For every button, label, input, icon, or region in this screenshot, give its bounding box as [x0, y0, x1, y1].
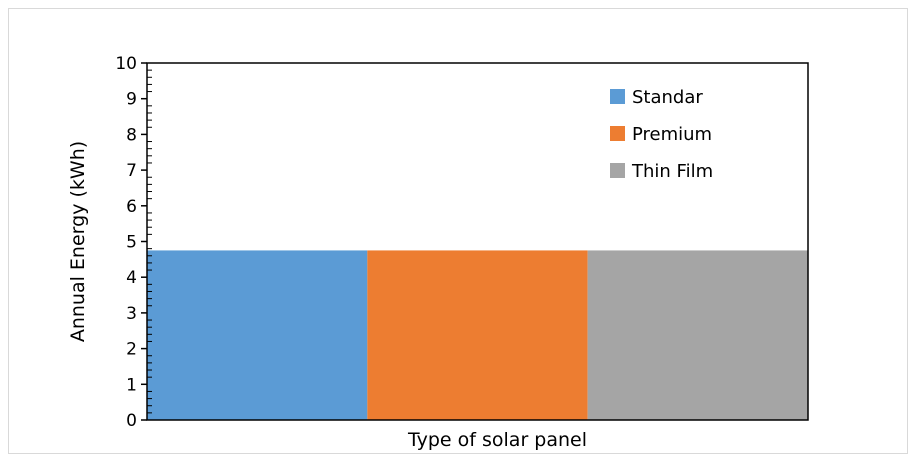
bar-thin-film	[587, 250, 808, 420]
y-tick-label: 1	[126, 375, 137, 395]
legend-swatch-premium	[610, 126, 625, 141]
legend: Standar Premium Thin Film	[610, 87, 713, 182]
y-axis-ticks	[141, 62, 147, 421]
y-axis-tick-labels: 0 1 2 3 4 5 6 7 8 9 10	[115, 54, 137, 431]
y-tick-label: 3	[126, 304, 137, 324]
y-tick-label: 5	[126, 233, 137, 253]
bar-standar	[147, 250, 368, 420]
y-tick-label: 6	[126, 197, 137, 217]
y-tick-label: 0	[126, 411, 137, 431]
legend-swatch-thin-film	[610, 163, 625, 178]
bars-group	[147, 250, 808, 420]
legend-label: Thin Film	[631, 161, 713, 182]
y-tick-label: 8	[126, 125, 137, 145]
y-tick-label: 9	[126, 90, 137, 110]
y-tick-label: 4	[126, 268, 137, 288]
legend-label: Standar	[632, 87, 703, 108]
bar-premium	[367, 250, 588, 420]
legend-label: Premium	[632, 124, 712, 145]
legend-swatch-standar	[610, 89, 625, 104]
y-axis-label: Annual Energy (kWh)	[67, 141, 89, 342]
y-tick-label: 2	[126, 340, 137, 360]
y-axis-minor-ticks	[147, 69, 152, 414]
y-tick-label: 7	[126, 161, 137, 181]
y-tick-label: 10	[115, 54, 137, 74]
x-axis-label: Type of solar panel	[407, 429, 587, 451]
